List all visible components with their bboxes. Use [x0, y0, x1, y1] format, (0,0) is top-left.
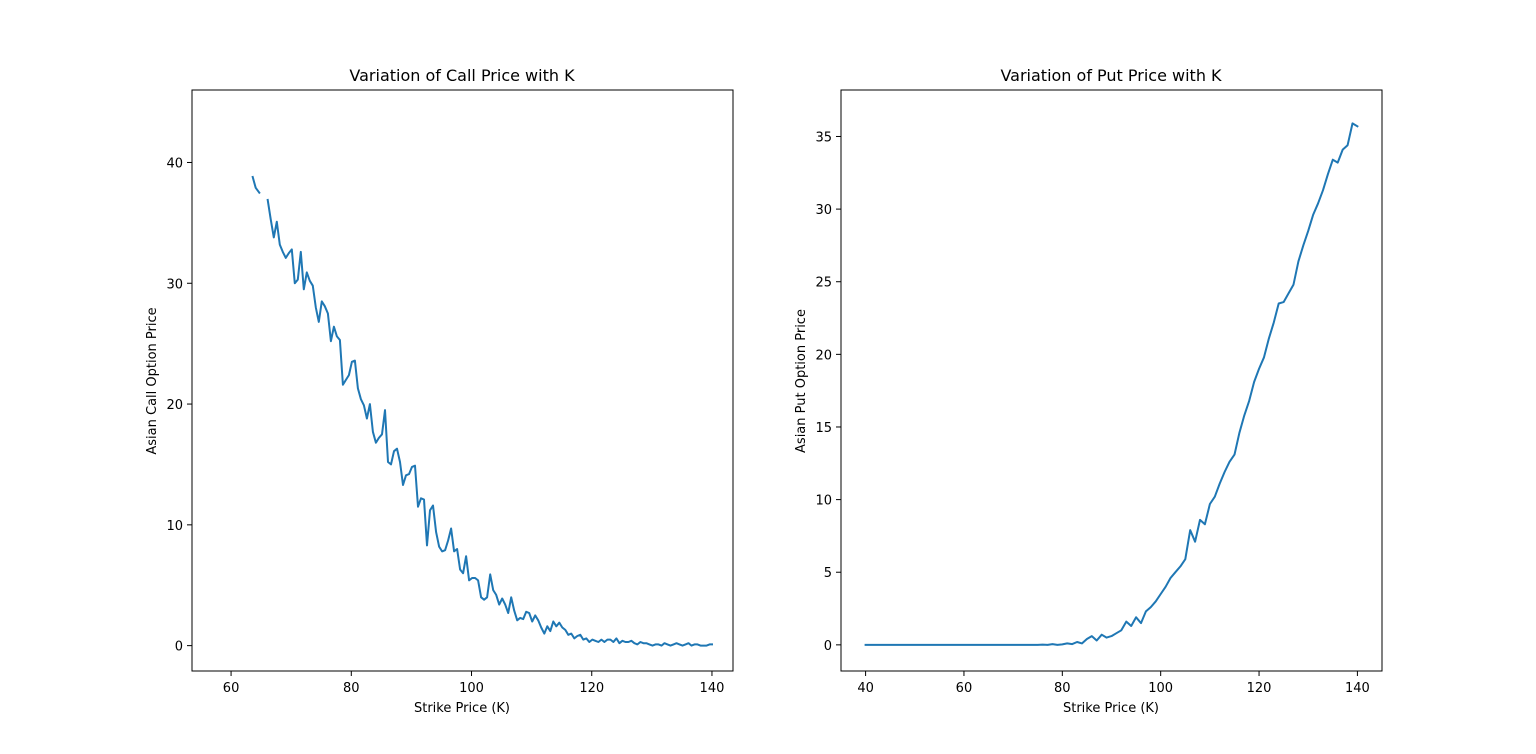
call-x-tick-label: 140 [700, 681, 725, 696]
call-line-series [251, 175, 713, 647]
put-chart-title: Variation of Put Price with K [1000, 66, 1222, 85]
put-x-tick-label: 140 [1345, 681, 1370, 696]
call-x-tick-label: 60 [223, 681, 240, 696]
call-price-axes: Variation of Call Price with K 60 80 100 12… [145, 66, 734, 716]
put-y-ticks: 0 5 10 15 20 25 30 35 [815, 130, 841, 654]
put-x-tick-label: 120 [1247, 681, 1272, 696]
call-x-tick-label: 120 [579, 681, 604, 696]
call-y-axis-label: Asian Call Option Price [145, 307, 160, 454]
put-y-tick-label: 10 [815, 494, 832, 509]
put-x-ticks: 40 60 80 100 120 140 [857, 671, 1370, 696]
call-y-tick-label: 30 [166, 277, 183, 292]
put-price-axes: Variation of Put Price with K 40 60 80 100 1… [794, 66, 1383, 716]
put-y-tick-label: 25 [815, 276, 832, 291]
put-y-tick-label: 20 [815, 348, 832, 363]
call-x-tick-label: 80 [343, 681, 360, 696]
put-x-tick-label: 60 [956, 681, 973, 696]
put-y-tick-label: 30 [815, 203, 832, 218]
call-y-tick-label: 0 [175, 640, 183, 655]
put-x-tick-label: 100 [1148, 681, 1173, 696]
call-chart-title: Variation of Call Price with K [349, 66, 575, 85]
call-y-tick-label: 10 [166, 519, 183, 534]
put-plot-frame [840, 89, 1383, 672]
put-x-tick-label: 80 [1054, 681, 1071, 696]
put-y-tick-label: 35 [815, 130, 832, 145]
call-plot-frame [191, 89, 734, 672]
put-y-tick-label: 0 [824, 639, 832, 654]
put-line-series [864, 122, 1359, 646]
call-x-axis-label: Strike Price (K) [414, 701, 510, 716]
call-y-ticks: 0 10 20 30 40 [166, 156, 192, 655]
put-y-tick-label: 5 [824, 566, 832, 581]
call-y-tick-label: 40 [166, 156, 183, 171]
put-x-axis-label: Strike Price (K) [1063, 701, 1159, 716]
put-y-tick-label: 15 [815, 421, 832, 436]
call-x-tick-label: 100 [459, 681, 484, 696]
call-y-tick-label: 20 [166, 398, 183, 413]
call-x-ticks: 60 80 100 120 140 [223, 671, 725, 696]
put-y-axis-label: Asian Put Option Price [794, 309, 809, 453]
put-x-tick-label: 40 [857, 681, 874, 696]
